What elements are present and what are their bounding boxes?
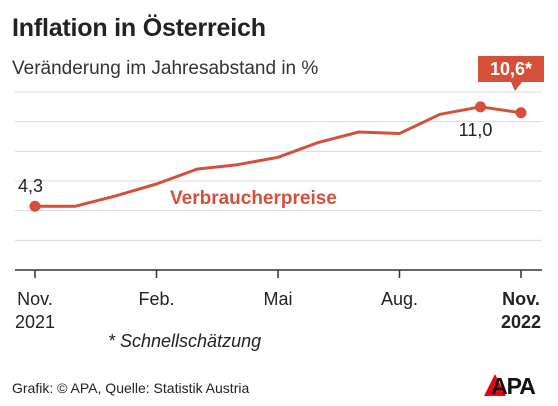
chart-title: Inflation in Österreich bbox=[12, 14, 266, 42]
data-point bbox=[475, 101, 486, 113]
callout-box-last bbox=[478, 56, 544, 91]
apa-logo: APA bbox=[484, 373, 536, 398]
data-point bbox=[29, 200, 41, 212]
data-label-last: 10,6* bbox=[490, 59, 532, 79]
footnote: * Schnellschätzung bbox=[108, 331, 262, 351]
x-tick-label: Mai bbox=[263, 289, 292, 309]
x-tick-label-year: 2022 bbox=[501, 312, 541, 332]
apa-logo-text: APA bbox=[491, 373, 535, 398]
x-tick-label: Nov. bbox=[17, 289, 53, 309]
series-line-verbraucherpreise bbox=[33, 105, 523, 208]
x-tick-label-year: 2021 bbox=[15, 312, 55, 332]
data-label-peak: 11,0 bbox=[459, 120, 493, 140]
data-label-first: 4,3 bbox=[18, 176, 43, 196]
apa-logo-mark bbox=[484, 374, 506, 396]
source-credit: Grafik: © APA, Quelle: Statistik Austria bbox=[12, 380, 250, 396]
series-label: Verbraucherpreise bbox=[170, 188, 337, 209]
line-chart: Nov. 2021 Feb. Mai Aug. Nov. 2022 4,3 11,0 10,6* V… bbox=[15, 56, 544, 332]
chart-subtitle: Veränderung im Jahresabstand in % bbox=[12, 58, 319, 79]
data-point bbox=[515, 107, 527, 119]
x-tick-label: Nov. bbox=[502, 289, 540, 309]
x-tick-label: Feb. bbox=[138, 289, 174, 309]
x-tick-label: Aug. bbox=[381, 289, 418, 309]
